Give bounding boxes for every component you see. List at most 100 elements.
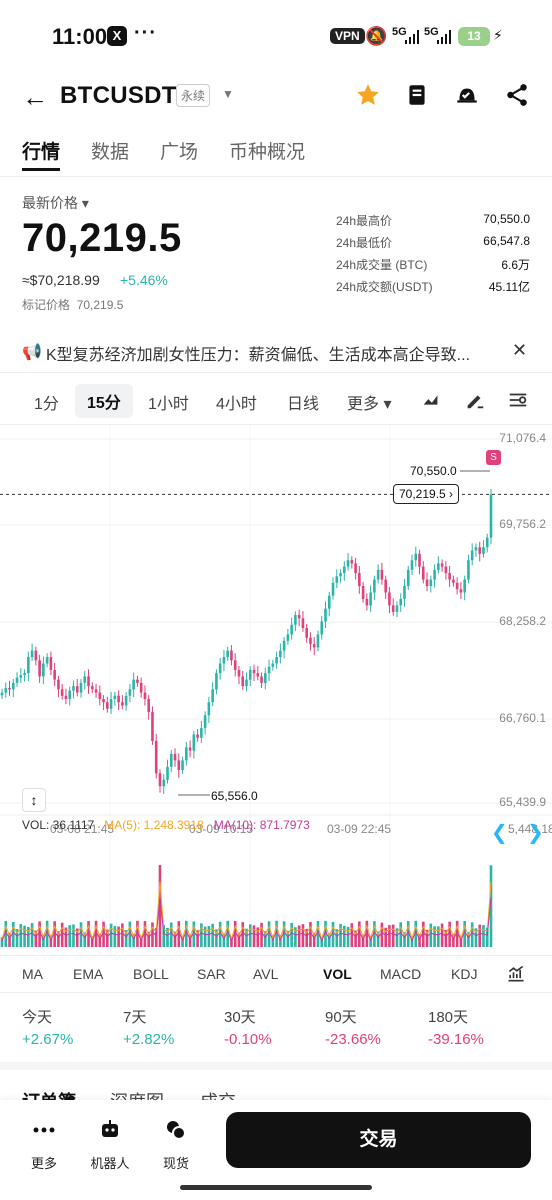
- y-tick-label: 69,756.2: [499, 517, 546, 531]
- indicator-macd[interactable]: MACD: [380, 966, 422, 982]
- tab-orderbook[interactable]: 订单簿: [22, 1092, 76, 1102]
- chart-type-icon[interactable]: [420, 389, 442, 411]
- candle-body: [11, 682, 15, 690]
- volume-bar: [403, 932, 406, 947]
- candle-body: [309, 637, 312, 645]
- draw-pen-icon[interactable]: [464, 389, 486, 411]
- volume-bar: [391, 924, 395, 947]
- interval-more[interactable]: 更多 ▾: [347, 396, 392, 413]
- candle-body: [350, 560, 354, 564]
- tab-market[interactable]: 行情: [22, 142, 61, 163]
- volume-bar: [241, 922, 245, 947]
- candle-body: [327, 595, 331, 609]
- candle-body: [440, 563, 444, 567]
- nav-spot[interactable]: 现货: [151, 1118, 201, 1172]
- volume-bar: [185, 920, 188, 947]
- candle-body: [128, 689, 132, 696]
- candle-body: [177, 760, 181, 771]
- candle-body: [241, 676, 245, 687]
- close-icon[interactable]: ✕: [512, 340, 528, 360]
- candle-body: [117, 695, 120, 703]
- indicator-settings-icon[interactable]: [506, 964, 526, 984]
- candle-body: [19, 675, 23, 678]
- volume-bar: [11, 921, 15, 947]
- volume-bar: [147, 931, 150, 947]
- indicator-ma[interactable]: MA: [22, 966, 43, 982]
- volume-bar: [45, 920, 49, 947]
- share-icon[interactable]: [504, 82, 530, 108]
- candle-body: [320, 621, 324, 635]
- candle-body: [218, 663, 222, 674]
- notebook-icon[interactable]: [404, 82, 430, 108]
- candle-body: [290, 624, 293, 635]
- volume-bar: [260, 922, 263, 947]
- candle-body: [429, 579, 433, 587]
- indicator-kdj[interactable]: KDJ: [451, 966, 478, 982]
- volume-bar: [34, 930, 38, 947]
- candle-body: [68, 690, 72, 700]
- home-indicator: [180, 1185, 372, 1190]
- tab-square[interactable]: 广场: [160, 142, 199, 163]
- interval-1h[interactable]: 1小时: [148, 396, 189, 413]
- candlestick-chart[interactable]: [0, 425, 552, 955]
- current-price-tag[interactable]: 70,219.5 ›: [393, 484, 460, 504]
- chart-settings-icon[interactable]: [507, 389, 529, 411]
- chevron-down-icon[interactable]: ▼: [222, 87, 234, 101]
- pair-title[interactable]: BTCUSDT: [60, 82, 177, 109]
- indicator-ema[interactable]: EMA: [73, 966, 104, 982]
- tab-coin-overview[interactable]: 币种概况: [229, 142, 306, 163]
- candle-body: [376, 569, 380, 580]
- volume-bar: [121, 923, 124, 947]
- volume-bar: [132, 934, 135, 947]
- vol-axis-label: 5,448.18: [508, 822, 552, 836]
- volume-bar: [151, 922, 154, 947]
- indicator-boll[interactable]: BOLL: [133, 966, 169, 982]
- tab-trades[interactable]: 成交: [200, 1092, 236, 1102]
- volume-bar: [448, 921, 451, 947]
- alert-bell-icon[interactable]: [454, 82, 480, 108]
- candle-body: [245, 679, 248, 687]
- scroll-right-icon[interactable]: ❯: [527, 822, 544, 844]
- indicator-vol[interactable]: VOL: [323, 966, 352, 982]
- interval-4h[interactable]: 4小时: [216, 396, 257, 413]
- volume-bar: [72, 924, 75, 947]
- candle-body: [455, 582, 459, 590]
- volume-bar: [173, 931, 177, 947]
- candle-body: [83, 676, 87, 683]
- high-price-label: 70,550.0: [410, 464, 457, 478]
- candle-body: [444, 566, 448, 574]
- news-ticker[interactable]: K型复苏经济加剧女性压力：薪资偏低、生活成本高企导致...: [46, 347, 471, 364]
- candle-body: [301, 618, 305, 628]
- interval-1d[interactable]: 日线: [287, 396, 320, 413]
- interval-1m[interactable]: 1分: [34, 396, 59, 413]
- candle-body: [196, 734, 199, 738]
- signal-icon-2: [437, 30, 451, 44]
- volume-bar: [467, 932, 470, 947]
- interval-15m[interactable]: 15分: [75, 384, 133, 418]
- indicator-avl[interactable]: AVL: [253, 966, 279, 982]
- star-icon[interactable]: [355, 82, 381, 108]
- candle-body: [233, 660, 237, 670]
- period-label: 30天: [224, 1009, 256, 1026]
- volume-bar: [60, 922, 64, 947]
- candle-body: [166, 766, 169, 780]
- volume-bar: [248, 924, 252, 947]
- volume-bar: [53, 921, 56, 947]
- volume-bar: [226, 920, 229, 947]
- volume-bar: [102, 921, 105, 947]
- period-label: 180天: [428, 1009, 469, 1026]
- nav-more[interactable]: 更多: [19, 1118, 69, 1172]
- y-tick-label: 66,760.1: [499, 711, 546, 725]
- last-price-label[interactable]: 最新价格 ▾: [22, 195, 89, 211]
- candle-body: [188, 747, 192, 751]
- back-arrow-icon[interactable]: ←: [22, 82, 48, 112]
- low-price-label: 65,556.0: [211, 789, 258, 803]
- trade-button[interactable]: 交易: [226, 1112, 531, 1168]
- expand-vertical-icon[interactable]: ↕: [22, 788, 46, 812]
- tab-depth[interactable]: 深度图: [110, 1092, 164, 1102]
- tab-data[interactable]: 数据: [91, 142, 130, 163]
- nav-robot[interactable]: 机器人: [85, 1118, 135, 1172]
- candle-body: [147, 699, 150, 712]
- indicator-sar[interactable]: SAR: [197, 966, 226, 982]
- scroll-left-icon[interactable]: ❮: [491, 822, 508, 844]
